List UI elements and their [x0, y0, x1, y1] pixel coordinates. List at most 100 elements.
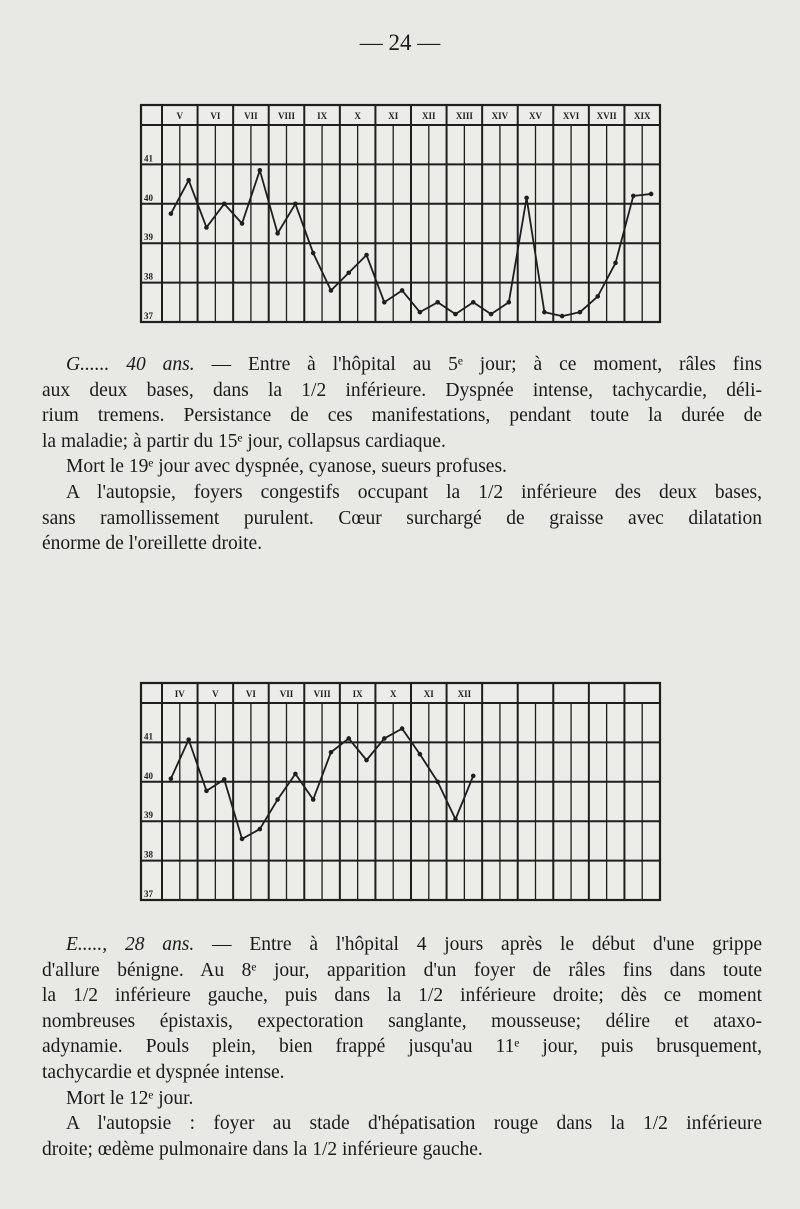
text-line: E....., 28 ans. — Entre à l'hôpital 4 jo… [42, 932, 762, 958]
temperature-point [364, 252, 369, 258]
text-line: aux deux bases, dans la 1/2 inférieure. … [42, 378, 762, 404]
temperature-point [221, 201, 227, 207]
temperature-point [168, 211, 174, 216]
temperature-point [399, 288, 405, 293]
text-line: A l'autopsie, foyers congestifs occupant… [42, 480, 762, 506]
text-line: la 1/2 inférieure gauche, puis dans la 1… [42, 983, 762, 1009]
case-lead: G...... 40 ans. [66, 354, 195, 375]
temperature-point [275, 231, 280, 236]
y-tick-label: 38 [144, 272, 154, 282]
temperature-point [382, 736, 387, 741]
temperature-chart-1: V VI VII VIII IX X XI XII XIII XIV XV XVI XVII XIX 41 4… [139, 103, 662, 324]
day-label: IX [317, 111, 328, 121]
temperature-point [470, 773, 476, 779]
y-tick-label: 41 [144, 153, 154, 163]
temperature-chart-2: IV V VI VII VIII IX X XI XII 41 40 39 38 37 [139, 681, 662, 902]
text-content: d'allure bénigne. Au 8ᵉ jour, apparition… [42, 959, 762, 981]
day-label: VIII [278, 111, 296, 121]
day-label: XVII [597, 111, 618, 121]
text-content: nombreuses épistaxis, expectoration sang… [42, 1010, 762, 1032]
text-line: G...... 40 ans. — Entre à l'hôpital au 5… [42, 352, 762, 378]
temperature-point [631, 193, 636, 199]
temperature-point [275, 797, 280, 802]
temperature-point [382, 300, 387, 305]
text-line: Mort le 19ᵉ jour avec dyspnée, cyanose, … [42, 454, 762, 480]
temperature-point [435, 779, 440, 785]
day-label: V [212, 689, 219, 699]
day-label: VI [210, 111, 220, 121]
day-label: XV [529, 111, 542, 121]
temperature-point [453, 816, 458, 822]
temperature-point [470, 300, 476, 305]
case-report-1: G...... 40 ans. — Entre à l'hôpital au 5… [42, 352, 762, 557]
temperature-point [204, 225, 209, 230]
text-line: tachycardie et dyspnée intense. [42, 1060, 762, 1086]
page-number: — 24 — [359, 30, 441, 55]
y-tick-label: 40 [144, 771, 154, 781]
temperature-point [293, 201, 298, 207]
text-content: aux deux bases, dans la 1/2 inférieure. … [42, 379, 762, 401]
day-label: IV [175, 689, 186, 699]
temperature-point [293, 771, 298, 777]
text-content: — Entre à l'hôpital 4 jours après le déb… [212, 934, 763, 955]
text-line: adynamie. Pouls plein, bien frappé jusqu… [42, 1034, 762, 1060]
temperature-point [524, 195, 529, 201]
temperature-point [399, 726, 405, 731]
temperature-point [453, 311, 458, 317]
day-label: V [177, 111, 184, 121]
y-tick-label: 37 [144, 889, 154, 899]
temperature-point [221, 777, 227, 782]
text-line: énorme de l'oreillette droite. [42, 531, 762, 557]
temperature-point [168, 776, 174, 781]
y-tick-label: 37 [144, 311, 154, 321]
temperature-point [257, 826, 263, 832]
day-label: XII [458, 689, 472, 699]
text-content: A l'autopsie, foyers congestifs occupant… [66, 481, 762, 503]
y-tick-label: 40 [144, 193, 154, 203]
text-line: droite; œdème pulmonaire dans la 1/2 inf… [42, 1137, 762, 1163]
temperature-point [328, 288, 334, 293]
temperature-point [595, 294, 601, 299]
y-tick-label: 38 [144, 850, 154, 860]
text-content: la maladie; à partir du 15ᵉ jour, collap… [42, 430, 446, 452]
text-line: sans ramollissement purulent. Cœur surch… [42, 506, 762, 532]
temperature-point [488, 311, 494, 317]
text-line: Mort le 12ᵉ jour. [42, 1086, 762, 1112]
temperature-series-line [170, 727, 475, 840]
day-label: XVI [563, 111, 580, 121]
day-label: XIX [634, 111, 651, 121]
temperature-point [257, 168, 263, 173]
text-content: droite; œdème pulmonaire dans la 1/2 inf… [42, 1138, 483, 1160]
temperature-point [346, 270, 352, 276]
temperature-point [346, 736, 352, 741]
text-line: nombreuses épistaxis, expectoration sang… [42, 1009, 762, 1035]
temperature-point [542, 309, 547, 315]
day-label: XI [388, 111, 398, 121]
day-label: X [354, 111, 361, 121]
case-report-2: E....., 28 ans. — Entre à l'hôpital 4 jo… [42, 932, 762, 1162]
temperature-point [328, 749, 334, 755]
day-label: IX [353, 689, 364, 699]
text-line: A l'autopsie : foyer au stade d'hépatisa… [42, 1111, 762, 1137]
day-label: X [390, 689, 397, 699]
temperature-point [310, 797, 316, 802]
y-tick-label: 39 [144, 232, 154, 242]
text-content: sans ramollissement purulent. Cœur surch… [42, 507, 762, 529]
text-content: adynamie. Pouls plein, bien frappé jusqu… [42, 1036, 762, 1058]
y-tick-label: 39 [144, 810, 154, 820]
temperature-point [559, 313, 565, 319]
temperature-point [417, 751, 423, 757]
text-content: — Entre à l'hôpital au 5ᵉ jour; à ce mom… [211, 354, 763, 375]
day-label: XIV [492, 111, 509, 121]
text-content: Mort le 12ᵉ jour. [66, 1087, 194, 1109]
day-label: VII [280, 689, 294, 699]
temperature-point [435, 300, 440, 305]
text-line: d'allure bénigne. Au 8ᵉ jour, apparition… [42, 958, 762, 984]
temperature-point [364, 757, 369, 763]
day-label: VII [244, 111, 258, 121]
temperature-point [613, 260, 618, 266]
y-tick-label: 41 [144, 731, 154, 741]
temperature-point [186, 177, 191, 183]
temperature-point [506, 300, 512, 305]
day-label: XII [422, 111, 436, 121]
